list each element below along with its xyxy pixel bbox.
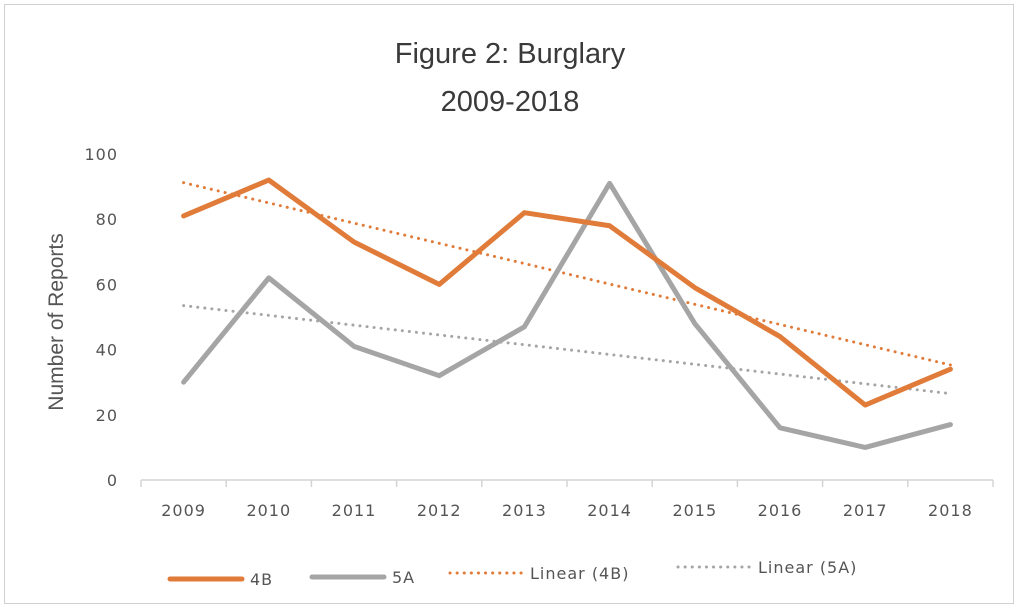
series-line-4b <box>181 177 953 408</box>
legend-label-linear-4b: Linear (4B) <box>530 564 629 583</box>
chart-subtitle: 2009-2018 <box>441 86 580 118</box>
chart-title: Figure 2: Burglary <box>395 38 626 70</box>
y-tick-label: 60 <box>96 275 118 294</box>
y-tick-label: 40 <box>96 341 118 360</box>
x-tick-label: 2015 <box>672 501 717 520</box>
x-tick-label: 2011 <box>332 501 377 520</box>
x-tick-label: 2010 <box>246 501 291 520</box>
x-tick-label: 2012 <box>417 501 462 520</box>
x-tick-label: 2018 <box>928 501 973 520</box>
x-tick-label: 2016 <box>758 501 803 520</box>
legend-label-linear-5a: Linear (5A) <box>758 558 857 577</box>
y-tick-label: 100 <box>84 145 118 164</box>
y-axis-label: Number of Reports <box>45 233 68 410</box>
series-line-linear-4b <box>182 181 952 367</box>
series-line-5a <box>181 180 953 450</box>
series-line-linear-5a <box>182 304 952 396</box>
x-tick-label: 2014 <box>587 501 632 520</box>
legend-label-4b: 4B <box>250 570 273 589</box>
legend-label-5a: 5A <box>392 568 415 587</box>
x-tick-label: 2017 <box>843 501 888 520</box>
chart-frame: Figure 2: Burglary 2009-2018 Number of R… <box>4 4 1014 604</box>
chart: Figure 2: Burglary 2009-2018 Number of R… <box>45 38 994 589</box>
y-tick-label: 20 <box>96 406 118 425</box>
y-tick-label: 0 <box>107 471 118 490</box>
y-tick-label: 80 <box>96 210 118 229</box>
x-tick-label: 2013 <box>502 501 547 520</box>
plot-area: 0 20 40 60 80 100 2009 2010 2011 2012 2013 2014 2015… <box>84 145 994 520</box>
legend: 4B 5A Linear (4B) Linear (5A) <box>167 558 857 589</box>
x-tick-label: 2009 <box>161 501 206 520</box>
